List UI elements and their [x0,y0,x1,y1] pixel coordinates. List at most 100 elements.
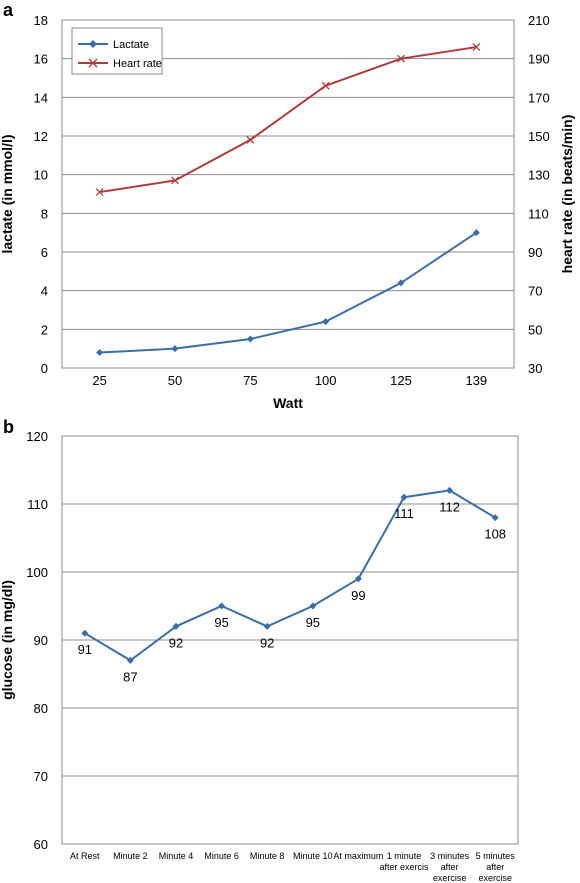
y-tick-label: 100 [26,565,48,580]
series-line-glucose [84,489,496,662]
x-tick-label: 125 [390,373,412,388]
x-tick-label: Minute 8 [250,851,285,861]
x-tick-label: Minute 4 [159,851,194,861]
series-line-lactate [99,231,477,354]
x-tick-label: Minute 10 [293,851,333,861]
panel-a-x-axis-title: Watt [273,395,303,411]
y-tick-label: 10 [34,168,48,183]
data-point [246,135,255,144]
chart-panel-b: b 60 70 80 90 100 110 120 At Rest Minute 2 Minut… [0,417,519,883]
y-tick-label: 16 [34,52,48,67]
data-point [171,176,179,185]
y-tick-label: 4 [41,284,48,299]
panel-a-y2-axis-title: heart rate (in beats/min) [559,115,575,274]
y-tick-label: 70 [34,769,48,784]
panel-b-gridlines [62,435,518,845]
y-tick-label: 120 [26,429,48,444]
data-point [400,493,408,501]
y2-tick-label: 70 [528,284,542,299]
y-tick-label: 12 [34,129,48,144]
y-tick-label: 6 [41,245,48,260]
y-tick-label: 60 [34,837,48,852]
x-tick-label: Minute 2 [113,851,148,861]
legend-lactate-marker [89,40,97,48]
data-point [171,345,179,353]
data-point [246,335,254,343]
panel-b-plot-area [61,435,519,845]
x-tick-label: 5 minutes after exercise [476,851,516,883]
panel-b-x-ticks: At Rest Minute 2 Minute 4 Minute 6 Minute 8 M… [70,851,515,883]
panel-b-y-axis-title: glucose (in mg/dl) [0,580,15,700]
y2-tick-label: 30 [528,361,542,376]
y-tick-label: 14 [34,90,48,105]
panel-b-series: 91 87 92 95 92 95 99 111 112 108 [78,486,506,684]
data-label: 111 [394,506,414,521]
data-point [491,514,499,522]
y-tick-label: 8 [41,206,48,221]
panel-a-plot-area [61,19,515,369]
y2-tick-label: 190 [528,52,550,67]
panel-a-right-ticks: 30 50 70 90 110 130 150 170 190 210 [528,13,550,376]
data-label: 91 [78,642,92,657]
x-tick-label: Minute 6 [204,851,239,861]
panel-a-x-ticks: 25 50 75 100 125 139 [92,373,487,388]
x-tick-label: 1 minute after exercis [379,851,429,872]
data-point [397,279,405,287]
x-tick-label: At maximum [333,851,383,861]
data-label: 95 [214,615,228,630]
chart-panel-a: a 0 2 4 6 8 10 12 14 16 18 30 50 70 90 110 130 150 170 19… [0,0,575,411]
panel-label-b: b [3,417,14,437]
panel-a-series [95,43,481,357]
y-tick-label: 80 [34,701,48,716]
legend-heart-rate-label: Heart rate [113,58,162,70]
y-tick-label: 0 [41,361,48,376]
y2-tick-label: 130 [528,168,550,183]
y2-tick-label: 150 [528,129,550,144]
y-tick-label: 90 [34,633,48,648]
series-line-heart-rate [99,46,477,194]
x-tick-label: 3 minutes after exercise [430,851,470,883]
data-point [263,622,271,630]
x-tick-label: At Rest [70,851,100,861]
data-point [95,188,104,197]
data-label: 99 [351,588,365,603]
data-label: 87 [123,669,137,684]
data-point [446,486,454,494]
panel-a-legend: Lactate Heart rate [71,27,163,75]
x-tick-label: 50 [168,373,182,388]
x-tick-label: 75 [243,373,257,388]
panel-b-left-ticks: 60 70 80 90 100 110 120 [26,429,48,852]
y2-tick-label: 50 [528,322,542,337]
data-point [309,602,317,610]
y2-tick-label: 110 [528,206,549,221]
panel-a-y-axis-title: lactate (in mmol/l) [0,134,15,253]
data-point [397,54,405,63]
data-label: 92 [169,635,183,650]
y-tick-label: 18 [34,13,48,28]
x-tick-label: 139 [465,373,487,388]
y2-tick-label: 90 [528,245,542,260]
legend-box [71,27,163,75]
data-point [172,622,180,630]
data-label: 112 [439,499,460,514]
data-point [472,43,481,52]
legend-heart-rate-marker [88,58,98,68]
data-point [81,629,89,637]
data-label: 92 [260,635,274,650]
data-point [126,656,134,664]
x-tick-label: 25 [92,373,106,388]
panel-a-left-ticks: 0 2 4 6 8 10 12 14 16 18 [34,13,48,376]
data-point [322,318,330,326]
data-point [218,602,226,610]
data-label: 95 [306,615,320,630]
data-point [354,575,362,583]
panel-label-a: a [3,0,14,20]
legend-lactate-label: Lactate [113,39,149,51]
y-tick-label: 2 [41,322,48,337]
data-label: 108 [484,527,506,542]
data-point [321,81,330,90]
x-tick-label: 100 [315,373,337,388]
y-tick-label: 110 [27,497,48,512]
data-point [96,349,104,357]
